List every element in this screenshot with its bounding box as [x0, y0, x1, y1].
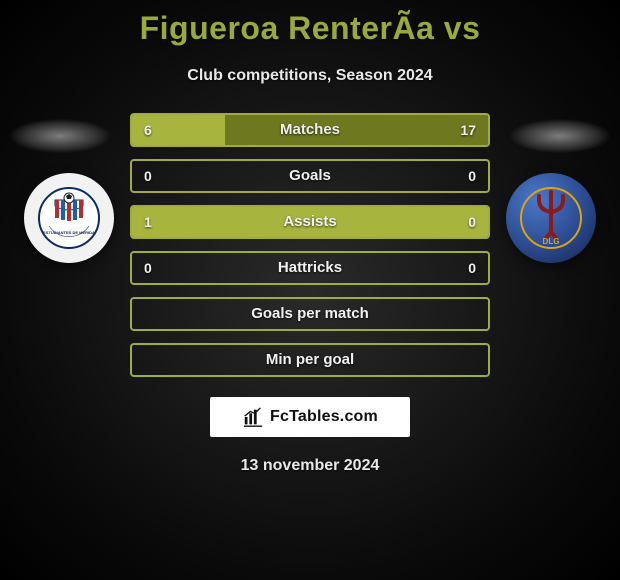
player-shadow-left	[10, 119, 110, 153]
stat-bar-row: Min per goal	[130, 343, 490, 377]
chart-icon	[242, 406, 264, 428]
stat-bar-label: Min per goal	[132, 345, 488, 375]
stat-bar-row: Matches6 17	[130, 113, 490, 147]
stat-bar-label: Hattricks	[132, 253, 488, 283]
stat-bar-value-right: 0	[468, 161, 476, 191]
player-shadow-right	[510, 119, 610, 153]
svg-text:DLG: DLG	[543, 237, 560, 246]
content-area: ESTUDIANTES DE MERIDA DLG Matches6 17 Goal…	[0, 113, 620, 377]
stat-bar-value-left: 6	[144, 115, 152, 145]
stat-bar-label: Goals per match	[132, 299, 488, 329]
date-text: 13 november 2024	[0, 457, 620, 475]
stat-bar-value-left: 1	[144, 207, 152, 237]
svg-text:ESTUDIANTES DE MERIDA: ESTUDIANTES DE MERIDA	[43, 230, 95, 235]
stat-bar-value-left: 0	[144, 253, 152, 283]
attribution-badge: FcTables.com	[210, 397, 410, 437]
club-crest-right: DLG	[506, 173, 596, 263]
stat-bars-container: Matches617Goals00Assists10Hattricks00Goa…	[130, 113, 490, 377]
club-crest-left: ESTUDIANTES DE MERIDA	[24, 173, 114, 263]
stat-bar-row: Goals0 0	[130, 159, 490, 193]
page-title: Figueroa RenterÃ­a vs	[0, 0, 620, 47]
stat-bar-row: Hattricks0 0	[130, 251, 490, 285]
stat-bar-value-left: 0	[144, 161, 152, 191]
stat-bar-value-right: 0	[468, 207, 476, 237]
stat-bar-label: Goals	[132, 161, 488, 191]
crest-left-icon: ESTUDIANTES DE MERIDA	[37, 186, 101, 250]
attribution-text: FcTables.com	[270, 408, 378, 426]
stat-bar-label: Assists	[132, 207, 488, 237]
stat-bar-value-right: 0	[468, 253, 476, 283]
page-subtitle: Club competitions, Season 2024	[0, 67, 620, 85]
stat-bar-value-right: 17	[460, 115, 476, 145]
infographic-root: Figueroa RenterÃ­a vs Club competitions,…	[0, 0, 620, 580]
crest-right-icon: DLG	[519, 186, 583, 250]
stat-bar-label: Matches	[132, 115, 488, 145]
stat-bar-row: Goals per match	[130, 297, 490, 331]
stat-bar-row: Assists1 0	[130, 205, 490, 239]
